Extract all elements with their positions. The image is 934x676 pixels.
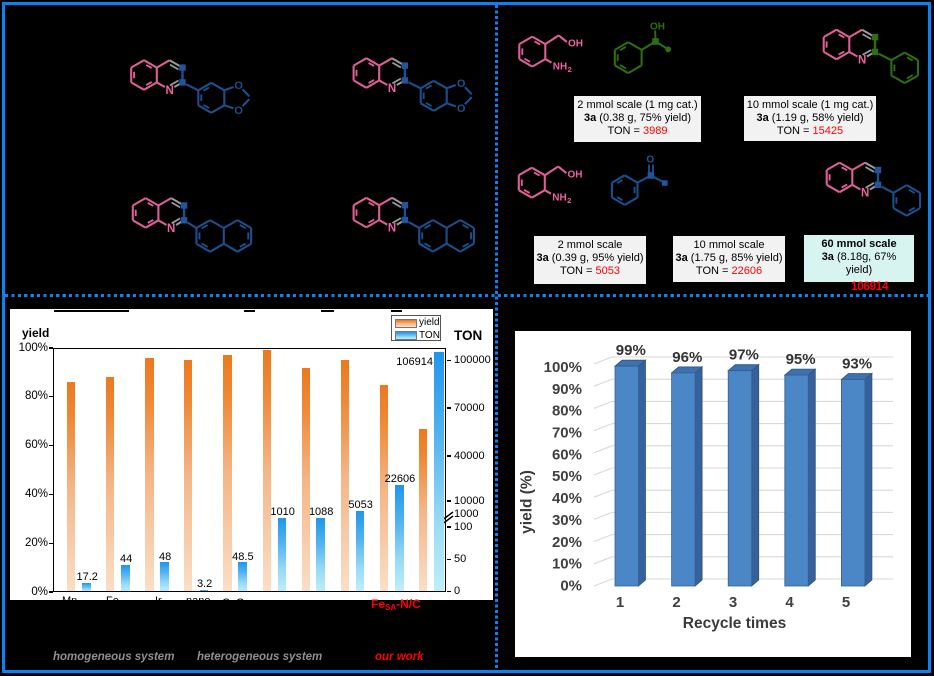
svg-text:50%: 50% (552, 468, 582, 485)
svg-text:OH: OH (568, 38, 583, 49)
svg-text:N: N (388, 223, 396, 235)
svg-text:96%: 96% (672, 349, 702, 366)
svg-text:O: O (457, 78, 466, 90)
svg-text:Recycle times: Recycle times (683, 615, 786, 632)
svg-text:N: N (858, 55, 866, 67)
svg-text:NH: NH (553, 61, 567, 72)
svg-text:3: 3 (729, 594, 737, 611)
svg-text:N: N (861, 187, 869, 199)
svg-text:4: 4 (785, 594, 794, 611)
svg-text:OH: OH (650, 21, 665, 32)
svg-text:20%: 20% (552, 534, 582, 551)
svg-text:97%: 97% (729, 347, 759, 364)
svg-text:O: O (234, 80, 243, 92)
svg-text:40%: 40% (552, 490, 582, 507)
svg-text:90%: 90% (552, 381, 582, 398)
svg-text:30%: 30% (552, 512, 582, 529)
svg-text:70%: 70% (552, 425, 582, 442)
svg-text:2: 2 (567, 196, 571, 205)
svg-text:OH: OH (568, 169, 583, 180)
svg-text:93%: 93% (842, 356, 872, 373)
svg-text:1: 1 (616, 594, 624, 611)
svg-text:N: N (165, 85, 173, 97)
svg-text:NH: NH (552, 193, 566, 204)
svg-text:O: O (457, 103, 466, 115)
svg-text:100%: 100% (544, 359, 582, 376)
svg-text:N: N (167, 223, 175, 235)
svg-text:0%: 0% (560, 578, 582, 595)
svg-text:10%: 10% (552, 556, 582, 573)
svg-text:80%: 80% (552, 403, 582, 420)
svg-text:99%: 99% (616, 342, 646, 359)
svg-text:O: O (234, 105, 243, 117)
svg-text:2: 2 (568, 65, 572, 74)
svg-text:95%: 95% (786, 351, 816, 368)
svg-text:yield (%): yield (%) (519, 470, 536, 534)
svg-text:5: 5 (842, 594, 850, 611)
svg-text:2: 2 (672, 594, 680, 611)
svg-text:N: N (388, 83, 396, 95)
svg-text:O: O (646, 154, 654, 165)
svg-text:60%: 60% (552, 446, 582, 463)
